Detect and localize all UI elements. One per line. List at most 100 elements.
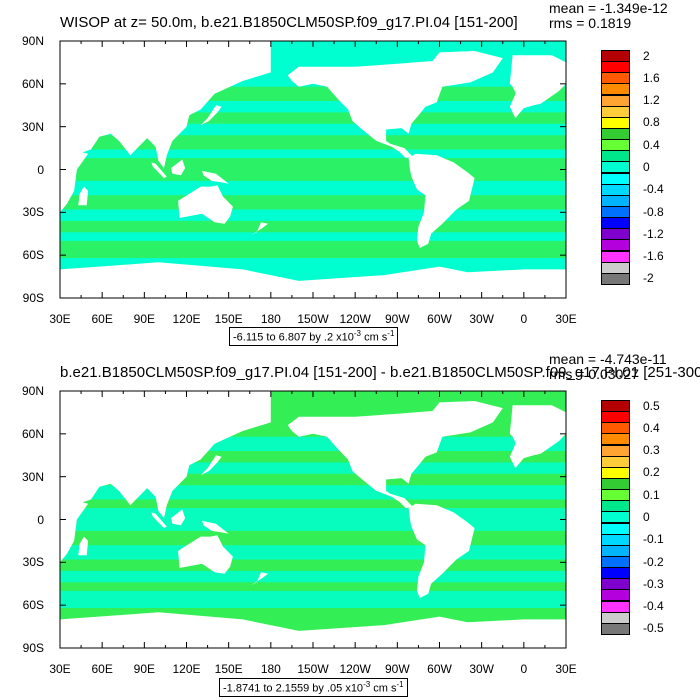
y-tick-label: 90N <box>21 384 44 398</box>
y-tick-label: 90S <box>22 641 44 655</box>
land-borneo <box>171 159 186 176</box>
x-tick-label: 150W <box>297 312 329 326</box>
land-africa-eurasia <box>60 391 271 563</box>
rms-value: rms = 0.1819 <box>549 15 632 31</box>
map-panel-top: WISOP at z= 50.0m, b.e21.B1850CLM50SP.f0… <box>21 1 668 346</box>
colorbar-label: 0 <box>643 160 650 174</box>
range-text: -6.115 to 6.807 by .2 x10 <box>233 331 354 344</box>
y-tick-label: 60S <box>22 598 44 613</box>
y-tick-label: 0 <box>37 512 44 527</box>
x-tick-label: 120W <box>339 312 371 326</box>
x-tick-label: 30E <box>49 312 71 326</box>
contour-band <box>60 485 566 500</box>
land-new-zealand <box>251 572 268 586</box>
x-tick-label: 60W <box>427 662 452 676</box>
x-tick-label: 150E <box>214 312 243 326</box>
x-tick-label: 90E <box>133 662 155 676</box>
colorbar-label: 0.3 <box>643 443 660 458</box>
land-borneo <box>171 509 186 526</box>
colorbar-label: 0.1 <box>643 487 660 502</box>
x-tick-label: 150W <box>297 662 329 676</box>
range-text: -1.8741 to 2.1559 by .05 x10 <box>223 682 364 695</box>
contour-band <box>60 590 566 608</box>
land-australia <box>178 535 233 574</box>
colorbar-label: -0.5 <box>643 621 664 636</box>
x-tick-label: 90W <box>384 312 410 326</box>
contour-band <box>60 195 566 210</box>
land-antarctica <box>60 612 566 648</box>
colorbar-label: -1.6 <box>643 249 664 264</box>
y-tick-label: 90N <box>21 34 44 48</box>
land-north-america <box>287 401 503 509</box>
colorbar-label: 0 <box>643 510 650 524</box>
colorbar-label: 1.6 <box>643 70 660 85</box>
x-tick-label: 90W <box>384 662 410 676</box>
land-japan <box>200 105 222 126</box>
map-plot <box>59 390 567 649</box>
x-tick-label: 150E <box>214 662 243 676</box>
mean-value: mean = -4.743e-11 <box>549 351 667 367</box>
x-tick-label: 180 <box>260 662 281 676</box>
map-plot <box>59 40 567 299</box>
colorbar-swatch <box>601 622 630 635</box>
x-tick-label: 30E <box>555 312 577 326</box>
colorbar-label: 1.2 <box>643 93 660 108</box>
land-antarctica <box>60 262 566 298</box>
range-units-exponent: -1 <box>387 329 395 338</box>
contour-band <box>60 112 566 124</box>
y-tick-label: 60N <box>21 76 44 91</box>
y-tick-label: 30S <box>22 555 44 570</box>
land-europe-west <box>509 405 566 469</box>
contour-band <box>60 240 566 258</box>
land-new-guinea <box>202 520 229 534</box>
colorbar-label: -1.2 <box>643 226 664 241</box>
land-australia <box>178 185 233 224</box>
chart-title: b.e21.B1850CLM50SP.f09_g17.PI.04 [151-20… <box>60 364 700 381</box>
y-tick-label: 0 <box>37 162 44 177</box>
x-tick-label: 120W <box>339 662 371 676</box>
map-field-svg <box>59 40 567 299</box>
y-tick-label: 30N <box>21 469 44 484</box>
land-madagascar <box>78 186 89 206</box>
x-tick-label: 120E <box>172 312 201 326</box>
land-europe-west <box>509 55 566 119</box>
land-sumatra <box>151 162 167 179</box>
range-exponent: -3 <box>353 329 362 338</box>
x-tick-label: 120E <box>172 662 201 676</box>
range-exponent: -3 <box>363 680 371 689</box>
colorbar-swatch <box>601 272 630 285</box>
x-tick-label: 30E <box>555 662 577 676</box>
colorbar-label: -0.3 <box>643 576 664 591</box>
land-south-america <box>408 503 475 598</box>
land-north-america <box>287 51 503 159</box>
y-tick-label: 30N <box>21 119 44 134</box>
contour-band <box>60 135 566 150</box>
contour-band <box>60 462 566 474</box>
y-tick-label: 60S <box>22 248 44 263</box>
contour-band <box>60 158 566 181</box>
contour-band <box>60 570 566 583</box>
mean-value: mean = -1.349e-12 <box>549 0 668 16</box>
land-new-guinea <box>202 170 229 184</box>
y-tick-label: 60N <box>21 426 44 441</box>
colorbar-label: -0.4 <box>643 182 664 197</box>
colorbar-label: -2 <box>643 271 654 286</box>
colorbar-label: 0.8 <box>643 115 660 130</box>
y-tick-label: 90S <box>22 291 44 305</box>
range-units-exponent: -1 <box>396 680 404 689</box>
contour-band <box>60 545 566 560</box>
stats-block: mean = -1.349e-12 rms = 0.1819 <box>549 1 668 31</box>
x-tick-label: 30W <box>469 662 494 676</box>
range-units: cm s <box>370 682 397 695</box>
x-tick-label: 180 <box>260 312 281 326</box>
x-tick-label: 60E <box>91 662 113 676</box>
colorbar-label: -0.8 <box>643 204 664 219</box>
x-tick-label: 60E <box>91 312 113 326</box>
land-sumatra <box>151 512 167 529</box>
contour-range-box: -6.115 to 6.807 by .2 x10-3 cm s-1 <box>229 327 399 346</box>
chart-title: WISOP at z= 50.0m, b.e21.B1850CLM50SP.f0… <box>60 14 518 31</box>
colorbar-label: -0.4 <box>643 599 664 614</box>
x-tick-label: 60W <box>427 312 452 326</box>
map-panel-bottom: b.e21.B1850CLM50SP.f09_g17.PI.04 [151-20… <box>0 350 700 700</box>
land-madagascar <box>78 536 89 556</box>
